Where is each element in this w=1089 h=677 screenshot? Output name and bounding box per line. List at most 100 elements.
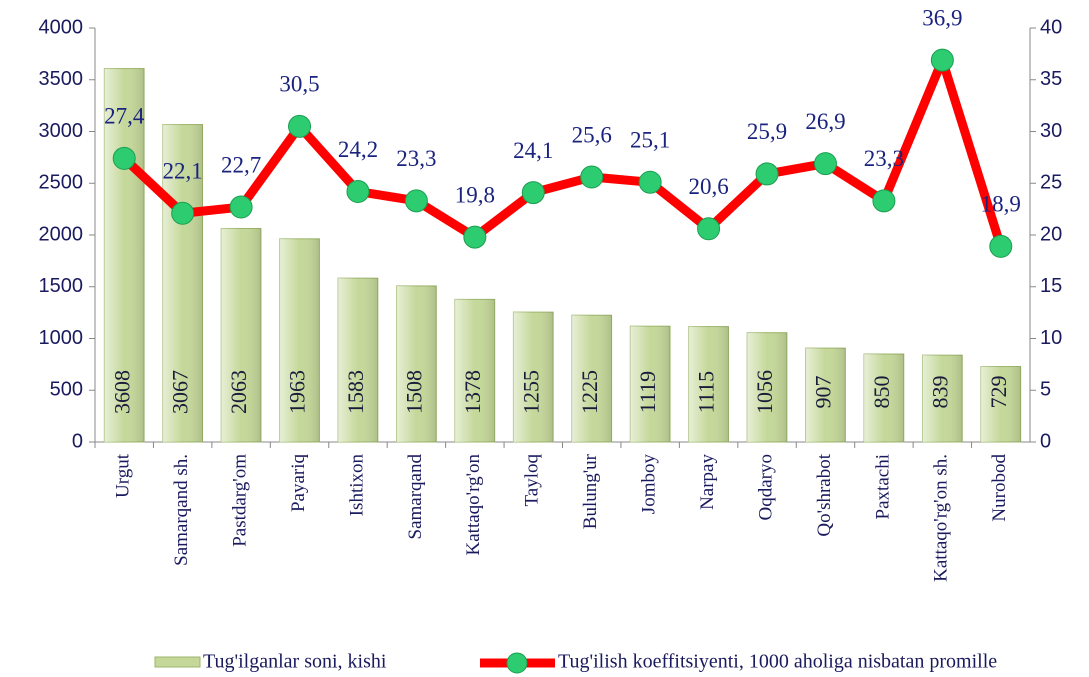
bar-shine (864, 354, 904, 442)
x-tick-label: Payariq (288, 454, 309, 513)
line-label: 20,6 (688, 174, 728, 199)
x-tick-label: Jomboy (639, 454, 660, 515)
line-label: 23,3 (864, 146, 904, 171)
line-label: 19,8 (455, 182, 495, 207)
y-tick-label: 4000 (39, 16, 84, 38)
x-tick-label: Urgut (113, 453, 134, 498)
line-label: 27,4 (104, 104, 145, 129)
bar-label: 2063 (226, 370, 251, 414)
line-label: 24,1 (513, 138, 553, 163)
bar-shine (922, 355, 963, 442)
x-tick-label: Pastdarg'om (229, 454, 250, 547)
bar-shine (104, 68, 145, 443)
y2-tick-label: 5 (1040, 379, 1051, 401)
bar-shine (221, 228, 261, 442)
line-marker (580, 165, 604, 189)
line-label: 25,6 (572, 122, 612, 147)
line-marker (171, 201, 195, 225)
line-marker (697, 217, 721, 241)
line-marker (346, 180, 370, 204)
x-tick-label: Ishtixon (346, 454, 367, 517)
y-tick-label: 1000 (39, 327, 84, 349)
y-tick-label: 3000 (39, 120, 84, 142)
bar-shine (688, 326, 729, 442)
line-label: 23,3 (396, 146, 436, 171)
line-label: 30,5 (279, 72, 319, 97)
line-label: 18,9 (981, 192, 1021, 217)
line-marker (755, 162, 779, 186)
line-label: 22,1 (163, 159, 203, 184)
line-marker (229, 195, 253, 219)
line-label: 36,9 (922, 5, 962, 30)
line-marker (288, 114, 312, 138)
line-marker (404, 189, 428, 213)
bar-shine (630, 326, 671, 442)
x-tick-label: Kattaqo'rg'on (463, 454, 484, 556)
x-tick-label: Samarqand (405, 454, 426, 540)
legend-marker (506, 652, 528, 674)
bar-shine (805, 348, 846, 442)
x-tick-label: Nurobod (989, 454, 1010, 522)
line-marker (989, 234, 1013, 258)
y-tick-label: 2500 (39, 172, 84, 194)
legend-swatch (154, 656, 201, 668)
line (121, 55, 1006, 248)
y2-tick-label: 25 (1040, 172, 1062, 194)
x-tick-label: Samarqand sh. (171, 454, 192, 566)
y2-tick-label: 15 (1040, 275, 1062, 297)
bar-label: 1378 (460, 370, 485, 414)
x-tick-label: Kattaqo'rg'on sh. (931, 454, 952, 582)
line-label: 25,1 (630, 127, 670, 152)
bar-label: 1225 (577, 370, 602, 414)
legend-label: Tug'ilish koeffitsiyenti, 1000 aholiga n… (558, 651, 997, 673)
x-tick-label: Bulung'ur (580, 453, 601, 529)
bar-label: 1508 (401, 370, 426, 414)
bar-shine (980, 366, 1021, 442)
bar-label: 3608 (109, 370, 134, 414)
bar-shine (571, 315, 612, 442)
bar-label: 1255 (518, 370, 543, 414)
bar-shine (396, 285, 437, 442)
line-marker (930, 48, 954, 72)
y-tick-label: 500 (50, 379, 83, 401)
y-tick-label: 0 (72, 430, 83, 452)
y2-tick-label: 30 (1040, 120, 1062, 142)
line-marker (112, 146, 136, 170)
bar-shine (279, 238, 320, 442)
y2-tick-label: 35 (1040, 68, 1062, 90)
bar-shine (747, 332, 787, 442)
bar-label: 3067 (168, 370, 193, 414)
bar-shine (162, 124, 203, 443)
bar-shine (513, 312, 554, 442)
line-label: 26,9 (805, 109, 845, 134)
line-marker (872, 189, 896, 213)
y2-tick-label: 0 (1040, 430, 1051, 452)
bar-label: 850 (869, 376, 894, 409)
bar-label: 1583 (343, 370, 368, 414)
bar-label: 729 (986, 376, 1011, 409)
line-marker (521, 181, 545, 205)
y2-tick-label: 20 (1040, 223, 1062, 245)
line-label: 24,2 (338, 137, 378, 162)
line-marker (813, 152, 837, 176)
bar-label: 839 (927, 376, 952, 409)
y-tick-label: 3500 (39, 68, 84, 90)
bar-label: 1119 (635, 371, 660, 413)
line-marker (638, 170, 662, 194)
y-tick-label: 1500 (39, 275, 84, 297)
line-marker (463, 225, 487, 249)
x-tick-label: Oqdaryo (755, 454, 776, 520)
bar-label: 1115 (694, 371, 719, 413)
line-label: 22,7 (221, 152, 261, 177)
x-tick-label: Paxtachi (872, 454, 893, 519)
y2-tick-label: 40 (1040, 16, 1062, 38)
x-tick-label: Qo'shrabot (814, 453, 835, 536)
y2-tick-label: 10 (1040, 327, 1062, 349)
line-label: 25,9 (747, 119, 787, 144)
bar-label: 907 (811, 376, 836, 409)
x-tick-label: Narpay (697, 454, 718, 510)
x-tick-label: Tayloq (522, 454, 543, 507)
bar-shine (338, 278, 378, 442)
y-tick-label: 2000 (39, 223, 84, 245)
